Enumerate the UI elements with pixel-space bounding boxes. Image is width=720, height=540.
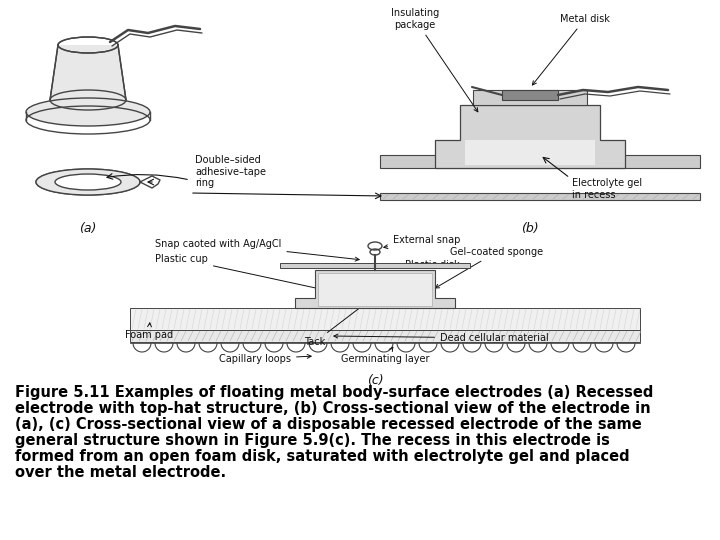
Polygon shape [50, 45, 126, 100]
Bar [318, 273, 432, 306]
Text: External snap: External snap [384, 235, 460, 248]
Bar [473, 90, 587, 105]
Text: over the metal electrode.: over the metal electrode. [15, 465, 226, 480]
Text: Snap caoted with Ag/AgCl: Snap caoted with Ag/AgCl [155, 239, 359, 261]
Text: (c): (c) [366, 374, 383, 387]
Text: (a), (c) Cross-sectional view of a disposable recessed electrode of the same: (a), (c) Cross-sectional view of a dispo… [15, 417, 642, 432]
Bar [280, 263, 470, 268]
Text: Plastic disk: Plastic disk [405, 260, 459, 270]
Text: (b): (b) [521, 222, 539, 235]
Ellipse shape [55, 174, 121, 190]
Bar [465, 140, 595, 165]
Text: (a): (a) [79, 222, 96, 235]
Text: Electrolyte gel
in recess: Electrolyte gel in recess [572, 178, 642, 200]
Text: Dead cellular material: Dead cellular material [334, 333, 549, 343]
Ellipse shape [36, 169, 140, 195]
Text: Double–sided
adhesive–tape
ring: Double–sided adhesive–tape ring [195, 155, 266, 188]
Bar [380, 155, 700, 168]
Text: Plastic cup: Plastic cup [155, 254, 321, 291]
Bar [130, 308, 640, 330]
Text: Metal disk: Metal disk [532, 14, 610, 85]
Bar [502, 90, 558, 100]
Text: Gel–coated sponge: Gel–coated sponge [436, 247, 543, 288]
Text: Germinating layer: Germinating layer [341, 347, 429, 364]
Text: Tack: Tack [305, 302, 367, 347]
Bar [130, 330, 640, 342]
Text: formed from an open foam disk, saturated with electrolyte gel and placed: formed from an open foam disk, saturated… [15, 449, 629, 464]
Text: Foam pad: Foam pad [125, 323, 173, 340]
Text: Figure 5.11 Examples of floating metal body-surface electrodes (a) Recessed: Figure 5.11 Examples of floating metal b… [15, 385, 653, 400]
Ellipse shape [26, 98, 150, 126]
Bar [380, 193, 700, 200]
Text: electrode with top-hat structure, (b) Cross-sectional view of the electrode in: electrode with top-hat structure, (b) Cr… [15, 401, 651, 416]
Polygon shape [295, 270, 455, 308]
Text: general structure shown in Figure 5.9(c). The recess in this electrode is: general structure shown in Figure 5.9(c)… [15, 433, 610, 448]
Text: Capillary loops: Capillary loops [219, 354, 311, 364]
Text: Insulating
package: Insulating package [391, 9, 478, 112]
Polygon shape [435, 105, 625, 168]
